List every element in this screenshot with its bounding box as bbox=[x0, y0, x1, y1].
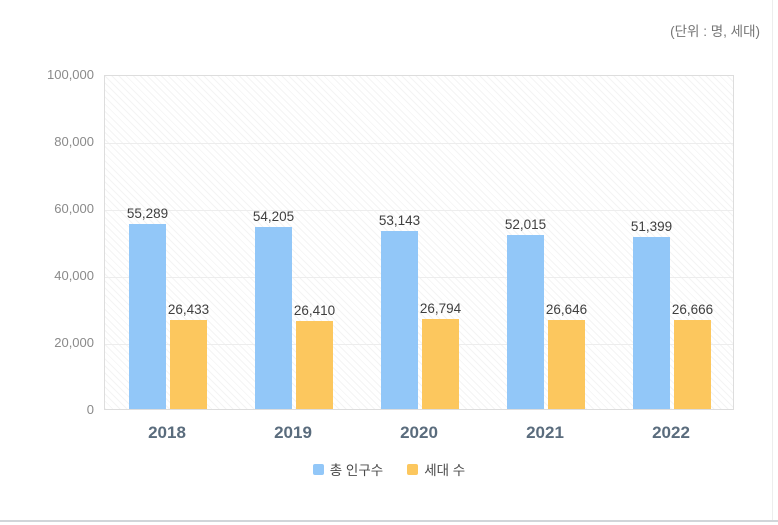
gridline bbox=[105, 143, 733, 144]
legend-item: 총 인구수 bbox=[312, 459, 384, 479]
value-label-households-2019: 26,410 bbox=[293, 302, 336, 318]
y-axis-tick-label: 100,000 bbox=[47, 67, 94, 82]
unit-label: (단위 : 명, 세대) bbox=[670, 24, 760, 39]
bar-population-2021 bbox=[507, 234, 544, 409]
value-label-population-2020: 53,143 bbox=[378, 212, 421, 228]
legend-item: 세대 수 bbox=[407, 459, 465, 479]
bar-households-2019 bbox=[296, 320, 333, 409]
value-label-population-2019: 54,205 bbox=[252, 209, 295, 225]
y-axis-tick-label: 20,000 bbox=[54, 335, 94, 350]
bar-households-2020 bbox=[422, 319, 459, 409]
x-axis-label-2019: 2019 bbox=[274, 423, 312, 442]
bar-households-2018 bbox=[170, 320, 207, 409]
bottom-border-line bbox=[0, 520, 778, 522]
value-label-households-2018: 26,433 bbox=[167, 302, 210, 318]
legend-label: 세대 수 bbox=[424, 463, 466, 478]
bar-population-2020 bbox=[381, 230, 418, 409]
bar-population-2022 bbox=[633, 236, 670, 409]
y-axis-tick-label: 40,000 bbox=[54, 268, 94, 283]
value-label-population-2022: 51,399 bbox=[630, 218, 673, 234]
legend-label: 총 인구수 bbox=[329, 463, 384, 478]
bar-households-2022 bbox=[674, 319, 711, 409]
gridline bbox=[105, 344, 733, 345]
x-axis-label-2021: 2021 bbox=[526, 423, 564, 442]
y-axis-tick-label: 80,000 bbox=[54, 134, 94, 149]
bar-population-2019 bbox=[255, 227, 292, 409]
value-label-households-2021: 26,646 bbox=[545, 301, 588, 317]
value-label-households-2020: 26,794 bbox=[419, 301, 462, 317]
value-label-population-2021: 52,015 bbox=[504, 216, 547, 232]
plot-area: 55,289 26,433 54,205 26,410 53,143 26,794 52,0… bbox=[104, 75, 734, 410]
legend-swatch-icon bbox=[407, 463, 419, 475]
legend: 총 인구수 세대 수 bbox=[0, 459, 778, 479]
bar-households-2021 bbox=[548, 319, 585, 409]
x-axis-label-2020: 2020 bbox=[400, 423, 438, 442]
right-border-line bbox=[772, 0, 773, 520]
x-axis-label-2018: 2018 bbox=[148, 423, 186, 442]
x-axis-label-2022: 2022 bbox=[652, 423, 690, 442]
gridline bbox=[105, 210, 733, 211]
legend-swatch-icon bbox=[312, 463, 324, 475]
y-axis-tick-label: 0 bbox=[86, 402, 94, 417]
value-label-households-2022: 26,666 bbox=[671, 301, 714, 317]
y-axis-tick-label: 60,000 bbox=[54, 201, 94, 216]
gridline bbox=[105, 277, 733, 278]
bar-population-2018 bbox=[129, 223, 166, 409]
value-label-population-2018: 55,289 bbox=[126, 205, 169, 221]
